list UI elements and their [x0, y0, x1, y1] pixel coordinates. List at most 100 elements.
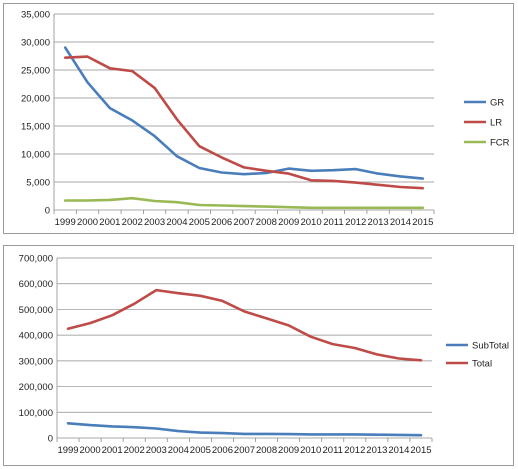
data-point-gr: [377, 172, 380, 175]
x-tick-label: 2000: [77, 217, 98, 228]
data-point-fcr: [220, 204, 223, 207]
y-tick-label: 200,000: [19, 382, 53, 393]
data-point-lr: [109, 67, 112, 70]
data-point-subtotal: [376, 433, 379, 436]
x-tick-label: 2005: [190, 445, 211, 456]
data-point-subtotal: [309, 433, 312, 436]
data-point-total: [287, 324, 290, 327]
data-point-lr: [86, 55, 89, 58]
data-point-lr: [377, 184, 380, 187]
data-point-lr: [354, 181, 357, 184]
data-point-subtotal: [243, 433, 246, 436]
y-tick-label: 30,000: [21, 38, 50, 49]
data-point-gr: [399, 175, 402, 178]
x-tick-label: 1999: [55, 217, 76, 228]
data-point-total: [309, 335, 312, 338]
data-point-subtotal: [199, 431, 202, 434]
x-tick-label: 2015: [410, 445, 431, 456]
data-point-gr: [131, 119, 134, 122]
data-point-total: [398, 357, 401, 360]
data-point-lr: [422, 187, 425, 190]
data-point-total: [133, 302, 136, 305]
x-tick-label: 2005: [189, 217, 210, 228]
data-point-subtotal: [89, 424, 92, 427]
data-point-gr: [332, 169, 335, 172]
x-tick-label: 2010: [300, 445, 321, 456]
data-point-lr: [176, 118, 179, 121]
data-point-lr: [332, 180, 335, 183]
series-line-lr[interactable]: [63, 55, 425, 190]
series-line-fcr[interactable]: [63, 196, 425, 210]
x-tick-label: 1999: [57, 445, 78, 456]
data-point-subtotal: [67, 422, 70, 425]
data-point-total: [221, 300, 224, 303]
x-tick-label: 2012: [345, 217, 366, 228]
x-tick-label: 2013: [366, 445, 387, 456]
data-point-subtotal: [265, 433, 268, 436]
data-point-subtotal: [177, 430, 180, 433]
x-tick-label: 2006: [211, 217, 232, 228]
data-point-fcr: [243, 205, 246, 208]
x-tick-label: 2002: [122, 217, 143, 228]
legend-label-lr: LR: [490, 118, 502, 129]
data-point-gr: [220, 171, 223, 174]
data-point-total: [265, 317, 268, 320]
data-point-fcr: [332, 206, 335, 209]
y-tick-label: 100,000: [19, 408, 53, 419]
chart-panel-totals[interactable]: 0 100,000 200,000 300,000 400,000 500,000 600,…: [3, 245, 514, 466]
legend-label-gr: GR: [490, 98, 504, 109]
data-point-subtotal: [331, 433, 334, 436]
x-tick-label: 2011: [323, 445, 343, 456]
data-point-gr: [176, 155, 179, 158]
x-tick-label: 2004: [166, 217, 187, 228]
data-point-total: [155, 289, 158, 292]
data-point-total: [199, 295, 202, 298]
data-point-gr: [86, 81, 89, 84]
x-tick-label: 2014: [388, 445, 409, 456]
y-tick-label: 0: [45, 206, 50, 217]
y-tick-label: 500,000: [19, 305, 53, 316]
data-point-fcr: [377, 206, 380, 209]
data-point-lr: [243, 166, 246, 169]
data-point-subtotal: [111, 425, 114, 428]
y-tick-label: 35,000: [21, 10, 50, 21]
series-line-gr[interactable]: [63, 46, 425, 180]
data-point-subtotal: [133, 426, 136, 429]
x-tick-label: 2010: [300, 217, 321, 228]
chart-panel-rates[interactable]: 0 5,000 10,000 15,000 20,000 25,000 30,000 35,0…: [3, 3, 514, 234]
data-point-total: [420, 359, 423, 362]
legend-label-fcr: FCR: [490, 138, 510, 149]
y-tick-label: 600,000: [19, 279, 53, 290]
x-tick-label: 2003: [144, 217, 165, 228]
data-point-fcr: [86, 199, 89, 202]
x-tick-label: 2013: [368, 217, 389, 228]
data-point-gr: [198, 167, 201, 170]
data-point-subtotal: [221, 432, 224, 435]
x-tick-label: 2001: [99, 217, 120, 228]
data-point-total: [177, 292, 180, 295]
data-point-total: [331, 343, 334, 346]
data-point-total: [89, 322, 92, 325]
data-point-gr: [153, 135, 156, 138]
x-tick-label: 2003: [146, 445, 167, 456]
data-point-fcr: [153, 200, 156, 203]
data-point-gr: [354, 168, 357, 171]
x-tick-label: 2009: [278, 445, 299, 456]
data-point-fcr: [399, 206, 402, 209]
data-point-lr: [220, 156, 223, 159]
series-line-subtotal[interactable]: [66, 422, 423, 437]
y-tick-label: 700,000: [19, 254, 53, 265]
x-tick-label: 2007: [233, 217, 254, 228]
x-tick-label: 2001: [102, 445, 123, 456]
y-tick-label: 5,000: [26, 178, 50, 189]
data-point-fcr: [354, 206, 357, 209]
x-tick-label: 2008: [256, 445, 277, 456]
line-chart-totals: 0 100,000 200,000 300,000 400,000 500,000 600,…: [19, 254, 509, 457]
data-point-fcr: [109, 199, 112, 202]
data-point-total: [243, 310, 246, 313]
series-line-total[interactable]: [66, 288, 423, 362]
x-tick-label: 2008: [256, 217, 277, 228]
data-point-gr: [310, 170, 313, 173]
data-point-lr: [198, 145, 201, 148]
